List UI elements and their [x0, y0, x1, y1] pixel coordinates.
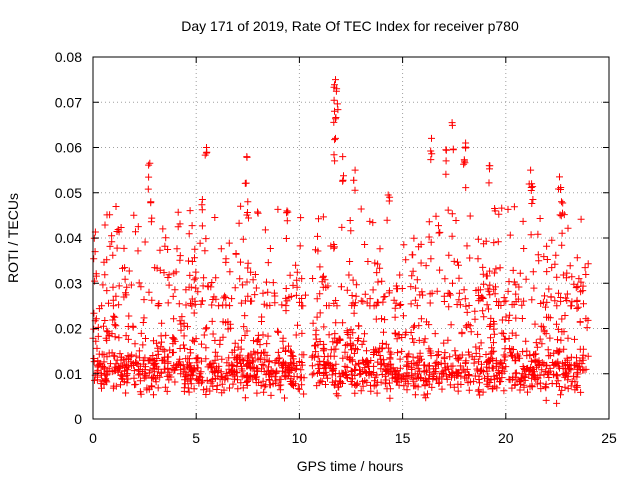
x-tick-label: 5 — [192, 430, 200, 446]
x-tick-labels: 0 5 10 15 20 25 — [89, 430, 617, 446]
y-tick-labels: 0 0.01 0.02 0.03 0.04 0.05 0.06 0.07 0.08 — [55, 49, 82, 427]
y-tick-label: 0.08 — [55, 49, 82, 65]
x-tick-label: 10 — [292, 430, 308, 446]
x-tick-label: 15 — [395, 430, 411, 446]
x-tick-label: 20 — [498, 430, 514, 446]
y-axis-label: ROTI / TECUs — [5, 193, 21, 283]
y-tick-label: 0.01 — [55, 366, 82, 382]
y-tick-label: 0.06 — [55, 140, 82, 156]
y-tick-label: 0.04 — [55, 230, 82, 246]
y-tick-label: 0 — [74, 411, 82, 427]
x-tick-label: 25 — [601, 430, 617, 446]
y-tick-label: 0.02 — [55, 321, 82, 337]
chart-title: Day 171 of 2019, Rate Of TEC Index for r… — [181, 18, 519, 34]
y-tick-label: 0.05 — [55, 185, 82, 201]
y-tick-label: 0.03 — [55, 275, 82, 291]
scatter-points — [89, 76, 592, 407]
data-points — [89, 76, 592, 407]
grid — [93, 57, 609, 419]
x-tick-label: 0 — [89, 430, 97, 446]
y-tick-label: 0.07 — [55, 94, 82, 110]
x-axis-label: GPS time / hours — [297, 458, 404, 474]
axis-ticks — [92, 56, 610, 420]
